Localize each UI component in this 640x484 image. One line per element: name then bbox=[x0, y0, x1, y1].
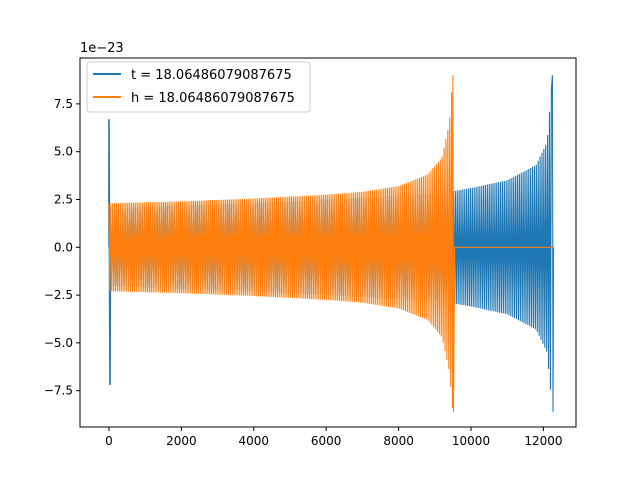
axes-frame bbox=[79, 57, 577, 428]
legend-label-t: t = 18.06486079087675 bbox=[131, 68, 292, 83]
y-tick-label: −2.5 bbox=[44, 288, 73, 302]
x-tick-label: 4000 bbox=[239, 434, 270, 448]
x-tick-label: 0 bbox=[105, 434, 113, 448]
plot-area bbox=[108, 75, 555, 412]
y-axis: −7.5 −5.0 −2.5 0.0 2.5 5.0 7.5 bbox=[44, 97, 80, 398]
series-line-1 bbox=[108, 75, 554, 412]
y-tick-label: 5.0 bbox=[54, 145, 73, 159]
legend-label-h: h = 18.06486079087675 bbox=[131, 91, 295, 106]
y-tick-label: 0.0 bbox=[54, 240, 73, 254]
x-tick-label: 6000 bbox=[311, 434, 342, 448]
x-tick-label: 12000 bbox=[524, 434, 562, 448]
axes-border bbox=[79, 57, 577, 428]
x-tick-label: 2000 bbox=[166, 434, 197, 448]
y-tick-label: 2.5 bbox=[54, 192, 73, 206]
x-axis: 0 2000 4000 6000 8000 10000 12000 bbox=[105, 427, 563, 448]
legend: t = 18.06486079087675 h = 18.06486079087… bbox=[86, 61, 311, 113]
x-tick-label: 10000 bbox=[452, 434, 490, 448]
y-offset-label: 1e−23 bbox=[80, 41, 124, 56]
y-tick-label: −5.0 bbox=[44, 336, 73, 350]
x-tick-label: 8000 bbox=[383, 434, 414, 448]
y-tick-label: 7.5 bbox=[54, 97, 73, 111]
y-tick-label: −7.5 bbox=[44, 384, 73, 398]
